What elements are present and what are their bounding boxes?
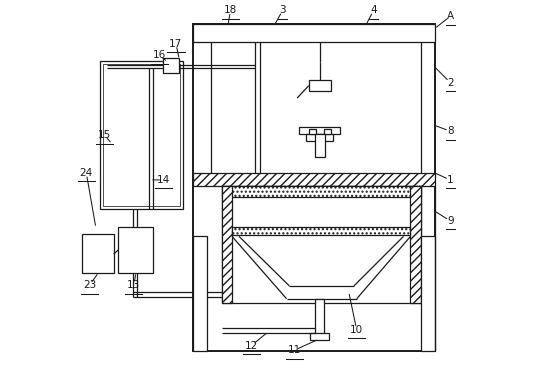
Bar <box>193 237 207 352</box>
Text: 24: 24 <box>80 168 93 178</box>
Text: 15: 15 <box>98 130 111 140</box>
Bar <box>222 186 232 303</box>
Bar <box>193 173 435 186</box>
Bar <box>306 134 333 141</box>
Bar <box>222 186 421 197</box>
Bar <box>100 61 183 209</box>
Text: 23: 23 <box>83 280 96 290</box>
Bar <box>310 333 330 340</box>
Bar <box>410 186 421 303</box>
Text: A: A <box>447 11 454 21</box>
Bar <box>299 127 340 134</box>
Text: 1: 1 <box>447 175 454 185</box>
Bar <box>222 186 421 303</box>
Text: 10: 10 <box>350 325 363 335</box>
Text: 16: 16 <box>152 50 166 60</box>
Text: 12: 12 <box>245 341 258 350</box>
Bar <box>324 129 331 134</box>
Bar <box>309 80 331 91</box>
Bar <box>118 227 153 273</box>
Text: 17: 17 <box>169 39 183 48</box>
Bar <box>248 186 357 197</box>
Bar <box>193 24 435 352</box>
Text: 4: 4 <box>370 5 377 15</box>
Bar <box>421 237 435 352</box>
Text: 9: 9 <box>447 216 454 226</box>
Bar <box>193 24 435 41</box>
Bar <box>164 58 179 73</box>
Text: 8: 8 <box>447 126 454 136</box>
Text: 18: 18 <box>224 5 237 15</box>
Bar <box>309 129 316 134</box>
Bar <box>82 235 114 273</box>
Text: 14: 14 <box>157 175 171 185</box>
Bar <box>315 299 324 336</box>
Bar <box>102 64 180 206</box>
Bar <box>315 134 325 156</box>
Bar <box>232 228 410 235</box>
Polygon shape <box>314 91 326 103</box>
Text: 2: 2 <box>447 77 454 88</box>
Text: 3: 3 <box>279 5 286 15</box>
Text: 11: 11 <box>288 345 301 355</box>
Text: 13: 13 <box>127 280 140 290</box>
